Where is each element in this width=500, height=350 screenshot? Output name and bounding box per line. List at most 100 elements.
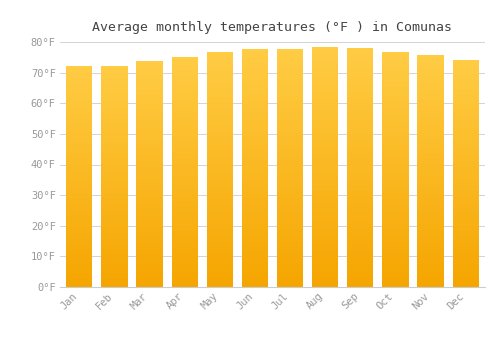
Bar: [206, 102, 233, 103]
Bar: [312, 152, 338, 153]
Bar: [136, 268, 162, 269]
Bar: [172, 236, 198, 238]
Bar: [347, 208, 374, 209]
Bar: [172, 74, 198, 75]
Bar: [312, 253, 338, 255]
Bar: [382, 259, 408, 260]
Bar: [206, 105, 233, 106]
Bar: [242, 76, 268, 77]
Bar: [382, 258, 408, 259]
Bar: [277, 251, 303, 253]
Bar: [172, 65, 198, 66]
Bar: [66, 129, 92, 130]
Bar: [277, 161, 303, 162]
Bar: [418, 278, 444, 279]
Bar: [382, 131, 408, 132]
Bar: [347, 111, 374, 112]
Bar: [277, 196, 303, 197]
Bar: [136, 125, 162, 127]
Bar: [172, 114, 198, 116]
Bar: [102, 116, 128, 117]
Bar: [347, 164, 374, 165]
Bar: [418, 176, 444, 177]
Bar: [277, 173, 303, 174]
Bar: [242, 112, 268, 113]
Bar: [206, 184, 233, 185]
Bar: [347, 107, 374, 109]
Bar: [382, 266, 408, 267]
Bar: [66, 89, 92, 90]
Bar: [382, 59, 408, 60]
Bar: [312, 117, 338, 118]
Bar: [312, 263, 338, 264]
Bar: [242, 126, 268, 127]
Bar: [102, 124, 128, 125]
Bar: [206, 178, 233, 179]
Bar: [66, 284, 92, 285]
Bar: [347, 214, 374, 215]
Bar: [102, 285, 128, 286]
Bar: [66, 120, 92, 121]
Bar: [242, 201, 268, 202]
Bar: [242, 64, 268, 65]
Bar: [382, 101, 408, 102]
Bar: [66, 238, 92, 239]
Bar: [206, 194, 233, 196]
Bar: [172, 262, 198, 263]
Bar: [136, 253, 162, 254]
Bar: [277, 268, 303, 269]
Bar: [382, 61, 408, 62]
Bar: [102, 258, 128, 259]
Bar: [452, 85, 479, 86]
Bar: [452, 120, 479, 121]
Bar: [242, 181, 268, 182]
Bar: [452, 187, 479, 188]
Bar: [382, 166, 408, 167]
Bar: [382, 187, 408, 188]
Bar: [206, 177, 233, 178]
Bar: [136, 173, 162, 174]
Bar: [418, 168, 444, 169]
Bar: [172, 255, 198, 256]
Bar: [242, 58, 268, 60]
Bar: [66, 215, 92, 216]
Bar: [136, 114, 162, 115]
Bar: [172, 57, 198, 58]
Bar: [277, 55, 303, 56]
Bar: [347, 250, 374, 251]
Bar: [206, 97, 233, 98]
Bar: [66, 251, 92, 252]
Bar: [102, 228, 128, 230]
Bar: [102, 184, 128, 185]
Bar: [312, 258, 338, 259]
Bar: [418, 205, 444, 206]
Bar: [347, 103, 374, 104]
Bar: [312, 124, 338, 125]
Bar: [242, 82, 268, 83]
Bar: [102, 194, 128, 195]
Bar: [418, 117, 444, 118]
Bar: [347, 91, 374, 92]
Bar: [136, 274, 162, 276]
Bar: [172, 196, 198, 197]
Bar: [382, 207, 408, 208]
Bar: [347, 249, 374, 250]
Bar: [382, 278, 408, 279]
Bar: [277, 168, 303, 169]
Bar: [242, 116, 268, 117]
Bar: [312, 138, 338, 140]
Bar: [242, 90, 268, 92]
Bar: [382, 78, 408, 79]
Bar: [66, 236, 92, 237]
Bar: [242, 74, 268, 75]
Bar: [172, 240, 198, 241]
Bar: [102, 202, 128, 203]
Bar: [452, 186, 479, 187]
Bar: [312, 220, 338, 221]
Bar: [66, 106, 92, 108]
Bar: [66, 204, 92, 205]
Bar: [66, 156, 92, 158]
Bar: [242, 255, 268, 256]
Bar: [418, 124, 444, 125]
Bar: [102, 274, 128, 275]
